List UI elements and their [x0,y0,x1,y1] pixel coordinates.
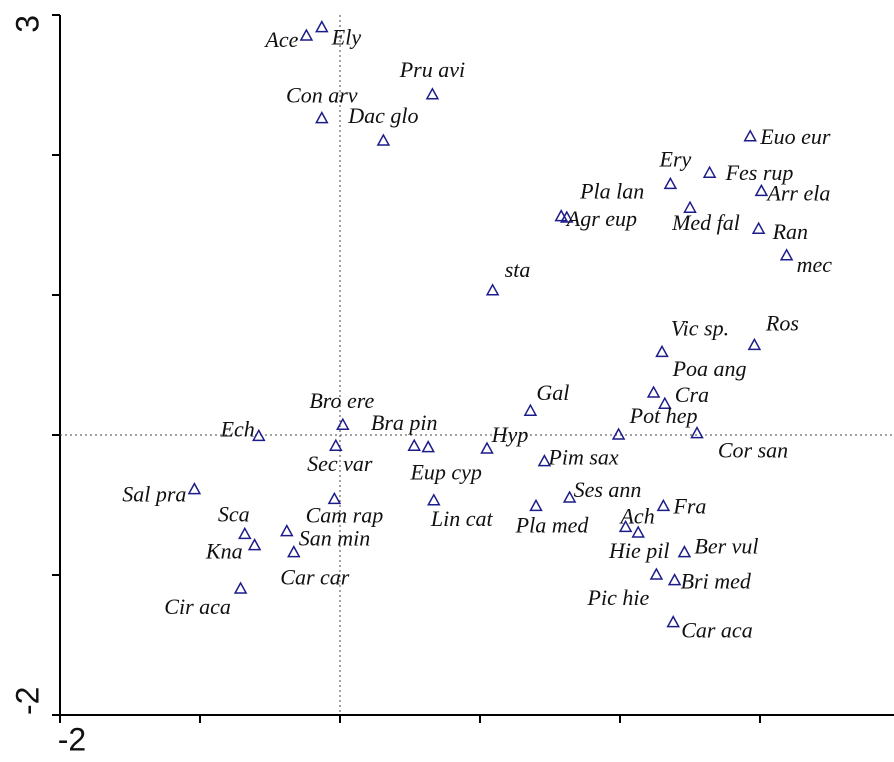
point [252,428,266,442]
point [667,573,682,586]
point [690,426,704,439]
point-label: Ros [765,310,799,335]
point-label: Fra [672,493,706,518]
point-label: Fes rup [725,160,794,185]
point [329,438,343,451]
point-label: Hyp [491,422,529,447]
point-label: Ber vul [694,534,758,559]
point [247,538,262,551]
point [562,490,577,503]
point [480,441,494,454]
point [649,567,664,580]
point-label: Ech [220,416,255,441]
point-label: Pru avi [399,57,465,82]
y-tick-label: 3 [9,15,45,33]
point [743,129,757,142]
point-label: Kna [205,539,243,564]
point-label: Agr eup [565,206,637,231]
point-label: San min [299,526,371,551]
point-label: Vic sp. [671,315,729,340]
point [611,427,626,440]
point [779,248,794,261]
y-tick-label: -2 [9,687,45,715]
point-label: Pla lan [579,179,644,204]
point [656,498,671,512]
point [187,482,202,495]
point-label: Ery [659,146,692,171]
point-label: Sca [218,501,250,526]
point [554,209,568,222]
point [327,491,342,505]
point-label: Gal [536,380,569,405]
point-label: Ely [331,25,362,50]
point-label: Arr ela [765,180,830,205]
point-label: sta [505,257,531,282]
point-label: Car aca [681,618,753,643]
point-label: Car car [280,565,350,590]
point-label: Pim sax [547,445,619,470]
point-label: Bri med [681,569,752,594]
point [658,396,672,409]
point-label: Ach [618,503,654,528]
point [747,337,762,351]
point-label: Pla med [515,512,590,537]
point [666,615,680,628]
point-label: Ace [263,27,298,52]
point-label: Lin cat [430,506,494,531]
point [754,183,769,197]
point-label: Pot hep [629,403,698,428]
point [683,200,697,213]
point [618,519,633,533]
point-label: Cra [675,382,709,407]
point [425,87,440,100]
point [336,417,350,430]
point [751,221,766,234]
point-label: Bro ere [309,388,374,413]
point [537,454,552,467]
point [631,525,645,538]
point-label: Dac glo [347,103,418,128]
point [677,545,692,558]
point [376,133,391,146]
point-label: Eup cyp [409,460,481,485]
point [280,524,294,537]
point [287,545,301,558]
point [233,581,248,594]
point [529,498,543,512]
point-label: Sec var [307,451,373,476]
point-label: Euo eur [759,124,831,149]
point [702,165,717,178]
point-label: Ses ann [574,477,642,502]
point [315,20,329,33]
point-label: Con arv [286,83,358,108]
point-label: Med fal [671,210,740,235]
point [655,344,669,358]
point-label: Cir aca [164,594,231,619]
point [407,438,421,451]
point [663,176,678,190]
point [523,403,538,416]
point [646,385,661,398]
point-label: Hie pil [608,538,670,563]
point [238,526,252,540]
point-label: Pic hie [587,585,650,610]
point [485,283,500,296]
point [560,210,574,223]
point-label: Sal pra [122,482,186,507]
point-label: Cor san [718,438,788,463]
point [315,111,329,124]
x-tick-label: -2 [58,721,86,757]
point-label: Ran [772,219,808,244]
point [299,28,314,41]
point [427,493,441,506]
point [421,440,435,453]
point-label: Bra pin [371,410,438,435]
point-label: mec [797,252,833,277]
point-label: Cam rap [306,502,384,527]
point-label: Poa ang [672,356,747,381]
